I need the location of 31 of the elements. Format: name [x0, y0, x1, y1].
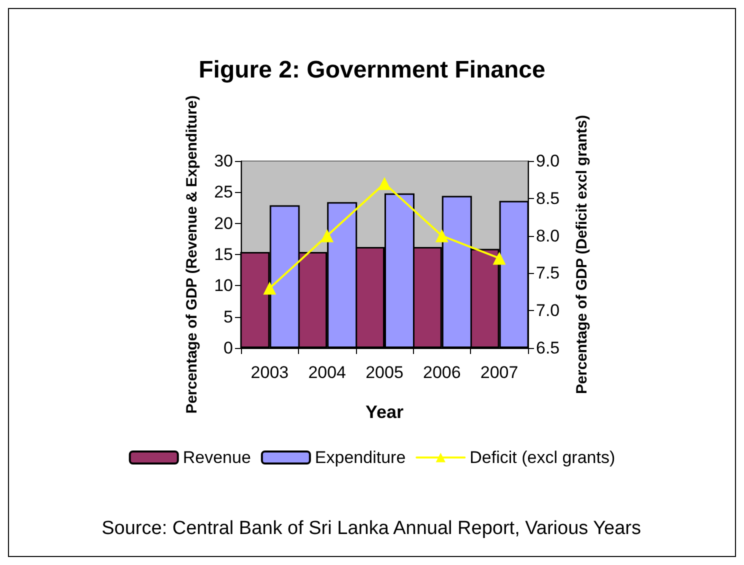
x-axis-title: Year [365, 402, 404, 422]
x-tick-label: 2006 [422, 363, 461, 382]
y-tick-label: 10 [214, 276, 233, 296]
y2-tick-label: 9.0 [536, 152, 560, 170]
legend-label: Revenue [182, 448, 251, 467]
y-tick-label: 20 [214, 214, 233, 233]
y2-tick-label: 6.5 [536, 338, 560, 358]
point [320, 229, 334, 242]
legend-label: Expenditure [314, 448, 406, 467]
y2-tick-label: 8.5 [536, 188, 560, 208]
legend-label: Deficit (excl grants) [470, 448, 616, 467]
y2-axis-title: Percentage of GDP (Deficit excl grants) [574, 115, 590, 394]
y2-tick-label: 7.5 [536, 264, 560, 283]
point [378, 176, 391, 190]
point [263, 282, 276, 295]
y-tick-label: 5 [224, 307, 233, 326]
y-axis-title: Percentage of GDP (Revenue & Expenditure) [184, 95, 200, 414]
point [492, 252, 506, 265]
x-tick-label: 2007 [480, 363, 518, 382]
x-tick-label: 2005 [366, 363, 404, 382]
y-tick-label: 25 [214, 182, 233, 202]
source-note: Source: Central Bank of Sri Lanka Annual Report, Various Years [102, 518, 641, 539]
y2-tick-label: 7.0 [536, 301, 560, 320]
x-tick-label: 2004 [308, 363, 346, 382]
chart-title: Figure 2: Government Finance [198, 56, 546, 84]
y-tick-label: 30 [214, 152, 233, 170]
y-tick-label: 0 [224, 338, 233, 358]
y2-tick-label: 8.0 [536, 226, 560, 246]
x-tick-label: 2003 [250, 363, 289, 382]
point [435, 229, 448, 242]
y-tick-label: 15 [214, 245, 233, 264]
